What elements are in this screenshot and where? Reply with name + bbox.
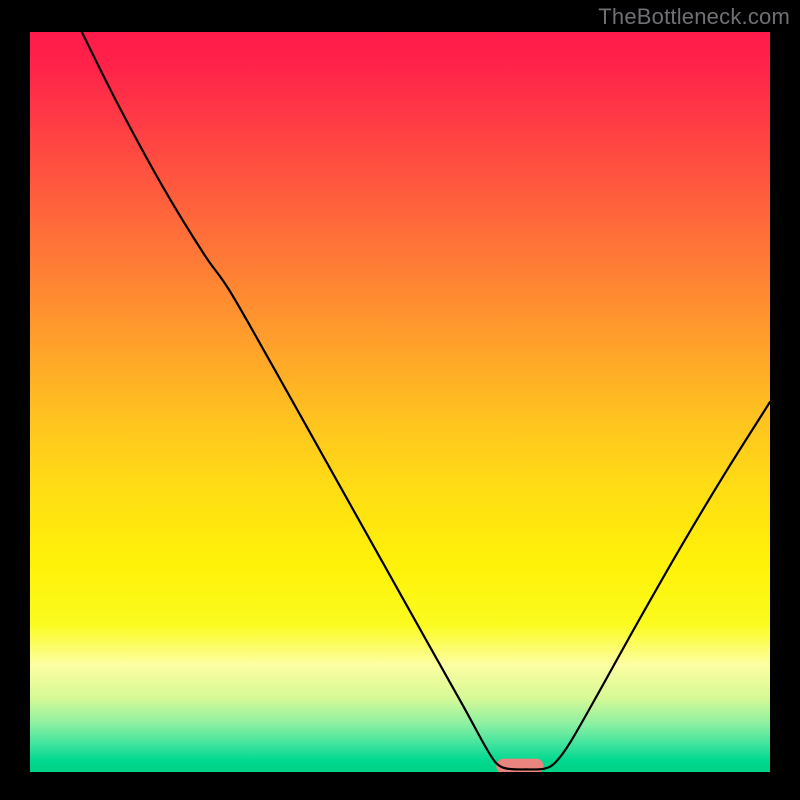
sweet-spot-marker — [496, 759, 543, 774]
gradient-background — [30, 32, 770, 772]
bottleneck-chart — [0, 0, 800, 800]
plot-area — [30, 32, 770, 773]
chart-stage: TheBottleneck.com — [0, 0, 800, 800]
